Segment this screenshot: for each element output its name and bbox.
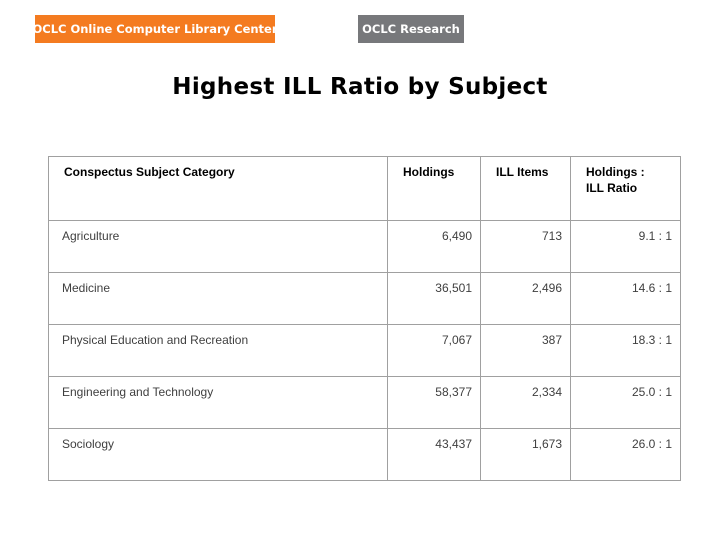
cell-category: Medicine (48, 272, 388, 325)
cell-category: Engineering and Technology (48, 376, 388, 429)
oclc-research-badge: OCLC Research (358, 15, 464, 43)
oclc-logo-label: OCLC Online Computer Library Center (32, 22, 278, 36)
cell-ratio: 18.3 : 1 (570, 324, 681, 377)
cell-ill-items: 713 (480, 220, 571, 273)
column-header-holdings: Holdings (387, 156, 481, 221)
cell-ill-items: 2,496 (480, 272, 571, 325)
oclc-logo-badge: OCLC Online Computer Library Center (32, 15, 278, 43)
table-row: Agriculture 6,490 713 9.1 : 1 (48, 220, 681, 273)
oclc-research-label: OCLC Research (362, 22, 460, 36)
column-header-ill-items: ILL Items (480, 156, 571, 221)
column-header-ratio: Holdings : ILL Ratio (570, 156, 681, 221)
table-row: Sociology 43,437 1,673 26.0 : 1 (48, 428, 681, 481)
cell-ill-items: 1,673 (480, 428, 571, 481)
cell-holdings: 7,067 (387, 324, 481, 377)
table-row: Physical Education and Recreation 7,067 … (48, 324, 681, 377)
cell-category: Agriculture (48, 220, 388, 273)
cell-category: Sociology (48, 428, 388, 481)
cell-ill-items: 387 (480, 324, 571, 377)
cell-category: Physical Education and Recreation (48, 324, 388, 377)
table-row: Medicine 36,501 2,496 14.6 : 1 (48, 272, 681, 325)
cell-holdings: 58,377 (387, 376, 481, 429)
cell-holdings: 36,501 (387, 272, 481, 325)
page-title: Highest ILL Ratio by Subject (172, 74, 548, 100)
column-header-ratio-line1: Holdings : (586, 165, 645, 179)
cell-holdings: 6,490 (387, 220, 481, 273)
cell-ill-items: 2,334 (480, 376, 571, 429)
column-header-category: Conspectus Subject Category (48, 156, 388, 221)
table-header-row: Conspectus Subject Category Holdings ILL… (48, 156, 681, 221)
cell-ratio: 14.6 : 1 (570, 272, 681, 325)
table-row: Engineering and Technology 58,377 2,334 … (48, 376, 681, 429)
column-header-ratio-line2: ILL Ratio (586, 181, 638, 196)
cell-holdings: 43,437 (387, 428, 481, 481)
cell-ratio: 9.1 : 1 (570, 220, 681, 273)
ill-ratio-table: Conspectus Subject Category Holdings ILL… (48, 156, 681, 481)
cell-ratio: 26.0 : 1 (570, 428, 681, 481)
cell-ratio: 25.0 : 1 (570, 376, 681, 429)
